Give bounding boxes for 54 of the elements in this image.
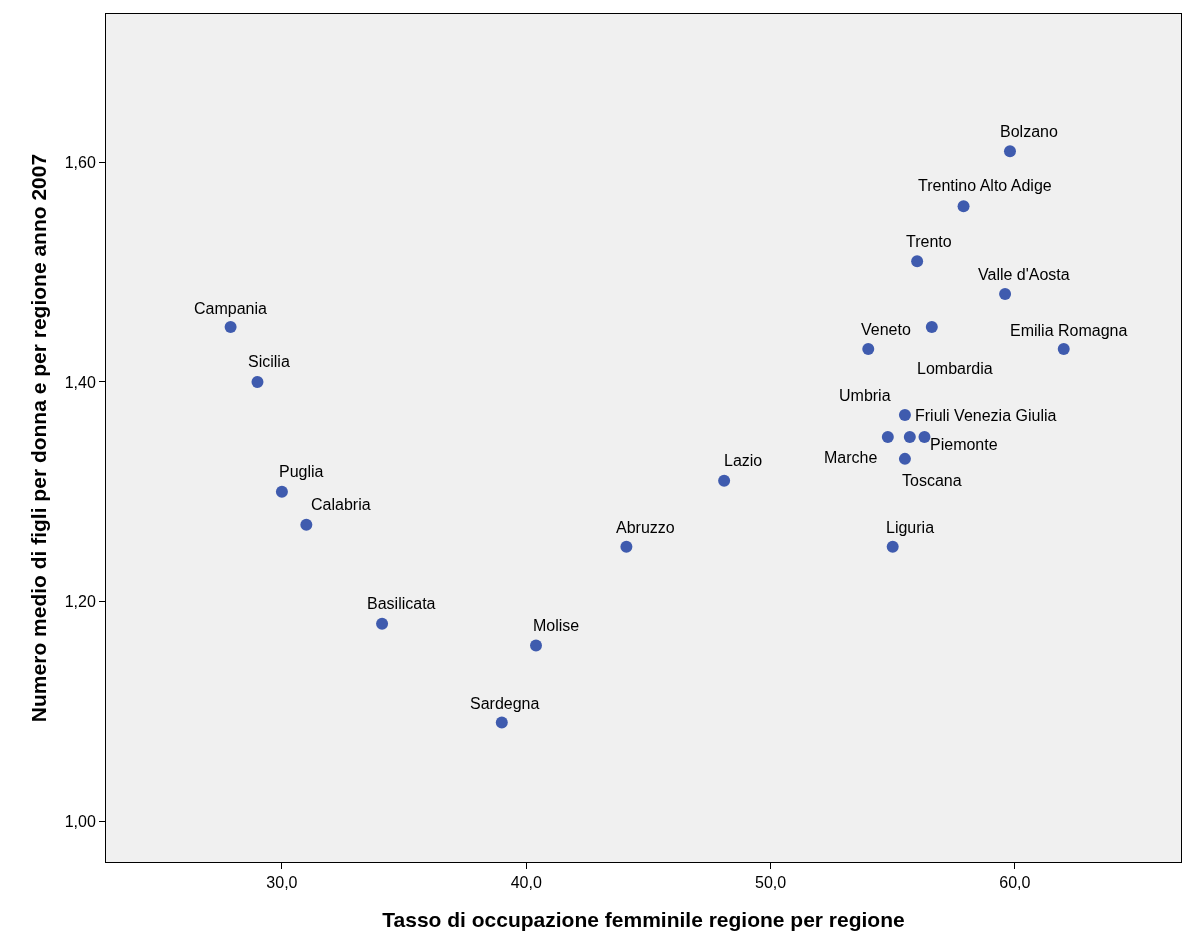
annotation: Trentino Alto Adige <box>918 177 1052 194</box>
annotation: Marche <box>824 449 878 466</box>
annotation: Lazio <box>724 452 763 469</box>
point <box>898 408 911 421</box>
point <box>903 430 916 443</box>
annotation: Friuli Venezia Giulia <box>915 407 1057 424</box>
point <box>275 485 288 498</box>
point <box>1057 343 1070 356</box>
annotation: Emilia Romagna <box>1010 322 1128 339</box>
annotation: Bolzano <box>1000 123 1058 140</box>
point <box>495 716 508 729</box>
point <box>918 430 931 443</box>
annotation: Piemonte <box>930 436 998 453</box>
point <box>300 518 313 531</box>
annotation: Trento <box>906 233 952 250</box>
x-tick-label: 60,0 <box>999 874 1031 892</box>
annotation: Calabria <box>311 496 371 513</box>
point <box>376 617 389 630</box>
annotation: Basilicata <box>367 595 436 612</box>
x-tick-label: 30,0 <box>266 874 298 892</box>
annotation: Veneto <box>861 321 911 338</box>
annotation: Toscana <box>902 472 962 489</box>
annotation: Abruzzo <box>616 519 675 536</box>
annotation: Puglia <box>279 463 324 480</box>
point <box>224 321 237 334</box>
y-tick-label: 1,20 <box>64 593 96 611</box>
point <box>886 540 899 553</box>
point <box>620 540 633 553</box>
point <box>925 321 938 334</box>
x-axis-title: Tasso di occupazione femminile regione per regione <box>382 908 905 932</box>
point <box>898 452 911 465</box>
annotation: Molise <box>533 617 580 634</box>
point <box>862 343 875 356</box>
annotation: Valle d'Aosta <box>978 266 1070 283</box>
y-tick-label: 1,60 <box>64 153 96 171</box>
point <box>881 430 894 443</box>
x-tick-label: 40,0 <box>510 874 542 892</box>
y-axis-title: Numero medio di figli per donna e per regione anno 2007 <box>26 153 50 723</box>
annotation: Campania <box>194 300 268 317</box>
annotation: Lombardia <box>917 360 993 377</box>
point <box>999 288 1012 301</box>
x-tick-label: 50,0 <box>754 874 787 892</box>
point <box>530 639 542 652</box>
point <box>957 200 970 213</box>
annotation: Umbria <box>839 387 891 404</box>
y-tick-label: 1,40 <box>64 373 96 391</box>
annotation: Sicilia <box>248 353 290 370</box>
y-tick-label: 1,00 <box>64 812 96 830</box>
annotation: Liguria <box>886 519 935 536</box>
point <box>251 375 264 388</box>
point <box>911 255 924 268</box>
point <box>718 474 731 487</box>
annotation: Sardegna <box>470 695 540 712</box>
point <box>1003 145 1016 158</box>
